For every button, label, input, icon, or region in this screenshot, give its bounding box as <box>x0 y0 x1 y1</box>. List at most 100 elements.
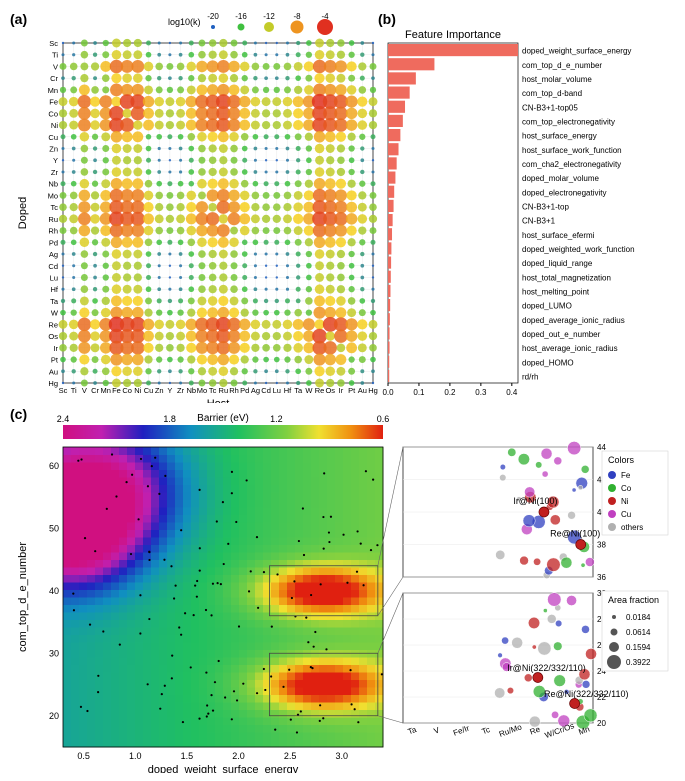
svg-text:Lu: Lu <box>50 273 58 282</box>
svg-text:Ti: Ti <box>52 51 58 60</box>
svg-text:Hf: Hf <box>284 386 292 395</box>
svg-text:-16: -16 <box>235 12 247 21</box>
svg-text:Ni: Ni <box>51 121 58 130</box>
svg-text:Zr: Zr <box>177 386 185 395</box>
svg-text:Host: Host <box>207 398 230 403</box>
svg-text:Os: Os <box>48 332 58 341</box>
svg-text:log10(k): log10(k) <box>168 17 201 27</box>
svg-text:doped_weight_surface_energy: doped_weight_surface_energy <box>522 47 631 56</box>
svg-text:doped_liquid_range: doped_liquid_range <box>522 259 593 268</box>
svg-text:Pd: Pd <box>49 238 58 247</box>
svg-text:V: V <box>53 62 58 71</box>
svg-text:Cu: Cu <box>48 133 58 142</box>
svg-text:com_cha2_electronegativity: com_cha2_electronegativity <box>522 160 621 169</box>
svg-text:CN-B3+1-top05: CN-B3+1-top05 <box>522 103 578 112</box>
svg-text:Ti: Ti <box>71 386 77 395</box>
svg-text:Feature Importance: Feature Importance <box>405 29 501 41</box>
svg-text:Fe: Fe <box>112 386 121 395</box>
svg-text:Ag: Ag <box>49 250 58 259</box>
svg-text:Nb: Nb <box>186 386 196 395</box>
svg-text:host_molar_volume: host_molar_volume <box>522 75 592 84</box>
panel-c: (c)Barrier (eV) 2.41.81.20.60.51.01.52.0… <box>8 403 677 773</box>
svg-text:-20: -20 <box>207 12 219 21</box>
svg-text:(c): (c) <box>10 406 27 422</box>
svg-text:1.0: 1.0 <box>129 751 142 761</box>
svg-text:Au: Au <box>358 386 367 395</box>
svg-text:V: V <box>82 386 87 395</box>
svg-text:host_surface_energy: host_surface_energy <box>522 132 597 141</box>
svg-text:Pd: Pd <box>240 386 249 395</box>
svg-text:0.6: 0.6 <box>377 414 390 424</box>
svg-text:2.5: 2.5 <box>284 751 297 761</box>
svg-text:Ru/Mo: Ru/Mo <box>498 722 524 739</box>
svg-text:Tc: Tc <box>51 203 59 212</box>
svg-text:Re: Re <box>48 320 58 329</box>
svg-text:host_total_magnetization: host_total_magnetization <box>522 273 611 282</box>
svg-text:2.0: 2.0 <box>232 751 245 761</box>
svg-text:60: 60 <box>49 461 59 471</box>
panel-a-b: (a)ScScTiTiVVCrCrMnMnFeFeCoCoNiNiCuCuZnZ… <box>8 8 677 403</box>
svg-text:doped_HOMO: doped_HOMO <box>522 358 574 367</box>
svg-text:Cr: Cr <box>91 386 99 395</box>
svg-text:50: 50 <box>49 523 59 533</box>
svg-text:Ru: Ru <box>219 386 229 395</box>
svg-text:Cu: Cu <box>621 510 631 519</box>
svg-text:3.0: 3.0 <box>335 751 348 761</box>
svg-text:38: 38 <box>597 541 606 550</box>
svg-text:Colors: Colors <box>608 455 635 465</box>
svg-text:Cd: Cd <box>261 386 271 395</box>
svg-text:Re: Re <box>315 386 325 395</box>
svg-text:Tc: Tc <box>209 386 217 395</box>
svg-text:doped_weight_surface_energy: doped_weight_surface_energy <box>148 764 299 773</box>
svg-text:host_melting_point: host_melting_point <box>522 287 590 296</box>
svg-text:-12: -12 <box>263 12 275 21</box>
svg-text:Re@Ni(100): Re@Ni(100) <box>550 528 600 538</box>
svg-text:Fe: Fe <box>49 98 58 107</box>
svg-text:Zr: Zr <box>51 168 59 177</box>
svg-text:Pt: Pt <box>348 386 356 395</box>
svg-text:Y: Y <box>167 386 172 395</box>
svg-text:Ta: Ta <box>50 297 59 306</box>
svg-text:Ir: Ir <box>53 344 58 353</box>
svg-text:others: others <box>621 523 643 532</box>
svg-text:Sc: Sc <box>59 386 68 395</box>
svg-text:Ta: Ta <box>407 725 419 737</box>
svg-text:Rh: Rh <box>229 386 239 395</box>
svg-text:doped_weighted_work_function: doped_weighted_work_function <box>522 245 635 254</box>
svg-text:Mo: Mo <box>48 191 58 200</box>
svg-text:30: 30 <box>49 648 59 658</box>
svg-text:Mo: Mo <box>197 386 207 395</box>
svg-text:Mn: Mn <box>101 386 111 395</box>
svg-text:Doped: Doped <box>17 197 29 229</box>
svg-text:CN-B3+1: CN-B3+1 <box>522 217 556 226</box>
svg-text:0.3922: 0.3922 <box>626 658 651 667</box>
svg-text:doped_molar_volume: doped_molar_volume <box>522 174 599 183</box>
svg-text:Sc: Sc <box>49 39 58 48</box>
svg-text:Ir: Ir <box>339 386 344 395</box>
svg-text:Ru: Ru <box>48 215 58 224</box>
svg-text:doped_out_e_number: doped_out_e_number <box>522 330 601 339</box>
svg-text:Zn: Zn <box>49 145 58 154</box>
svg-text:CN-B3+1-top: CN-B3+1-top <box>522 202 569 211</box>
svg-text:Re: Re <box>529 724 542 736</box>
svg-text:(b): (b) <box>378 11 396 27</box>
svg-text:-8: -8 <box>293 12 301 21</box>
svg-text:Nb: Nb <box>48 180 58 189</box>
svg-text:Area fraction: Area fraction <box>608 595 659 605</box>
svg-text:V: V <box>433 725 442 736</box>
svg-text:Ta: Ta <box>294 386 303 395</box>
svg-text:com_top_d-band: com_top_d-band <box>522 89 582 98</box>
svg-text:0.0: 0.0 <box>382 388 394 397</box>
svg-text:Cu: Cu <box>144 386 154 395</box>
svg-text:Zn: Zn <box>155 386 164 395</box>
svg-text:2.4: 2.4 <box>57 414 70 424</box>
svg-text:Pt: Pt <box>51 356 59 365</box>
svg-text:Mn: Mn <box>48 86 58 95</box>
svg-text:com_top_d_e_number: com_top_d_e_number <box>17 542 29 652</box>
svg-text:Cr: Cr <box>50 74 58 83</box>
svg-text:Re@Ni(322/332/110): Re@Ni(322/332/110) <box>544 689 629 699</box>
svg-text:Cd: Cd <box>48 262 58 271</box>
svg-text:1.2: 1.2 <box>270 414 283 424</box>
svg-text:0.1594: 0.1594 <box>626 643 651 652</box>
svg-text:Ir@Ni(100): Ir@Ni(100) <box>513 496 557 506</box>
